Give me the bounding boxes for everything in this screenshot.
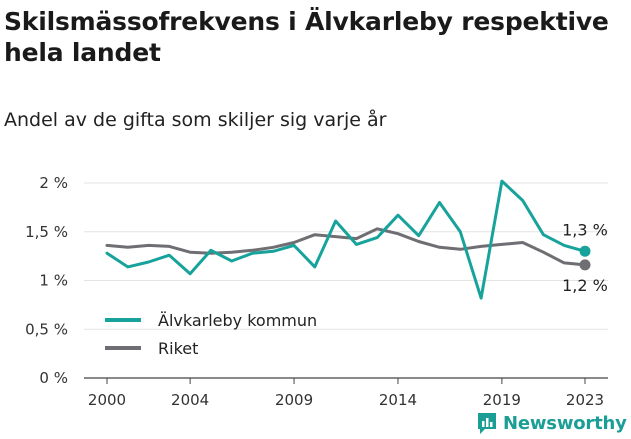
chart-title: Skilsmässofrekvens i Älvkarleby respekti… bbox=[4, 7, 609, 67]
legend-label-0: Älvkarleby kommun bbox=[158, 311, 317, 330]
newsworthy-logo-text: Newsworthy bbox=[503, 412, 627, 434]
series-line-1 bbox=[105, 227, 587, 267]
x-tick-label: 2019 bbox=[483, 391, 521, 409]
series-end-point-1 bbox=[579, 259, 591, 271]
series-line-0 bbox=[105, 179, 587, 300]
x-tick-label: 2009 bbox=[275, 391, 313, 409]
y-tick-label: 0,5 % bbox=[25, 320, 68, 338]
newsworthy-logo-icon bbox=[478, 413, 496, 434]
end-labels: 1,2 % 1,3 % bbox=[562, 220, 608, 295]
x-tick-label: 2004 bbox=[171, 391, 209, 409]
series-lines bbox=[105, 179, 591, 300]
x-axis-ticks: 2000 2004 2009 2014 2019 2023 bbox=[88, 378, 604, 409]
y-tick-label: 0 % bbox=[39, 369, 68, 387]
series-end-point-0 bbox=[579, 245, 591, 257]
y-tick-label: 2 % bbox=[39, 174, 68, 192]
y-tick-label: 1,5 % bbox=[25, 223, 68, 241]
end-value-label-1: 1,2 % bbox=[562, 276, 608, 295]
end-value-label-0: 1,3 % bbox=[562, 220, 608, 239]
x-tick-label: 2000 bbox=[88, 391, 126, 409]
y-tick-label: 1 % bbox=[39, 272, 68, 290]
chart-subtitle: Andel av de gifta som skiljer sig varje … bbox=[4, 109, 387, 131]
y-axis-ticks: 0 % 0,5 % 1 % 1,5 % 2 % bbox=[25, 174, 68, 387]
newsworthy-logo: Newsworthy bbox=[476, 410, 627, 436]
x-tick-label: 2014 bbox=[379, 391, 417, 409]
legend-label-1: Riket bbox=[158, 339, 198, 358]
legend: Älvkarleby kommun Riket bbox=[105, 311, 317, 358]
x-tick-label: 2023 bbox=[566, 391, 604, 409]
